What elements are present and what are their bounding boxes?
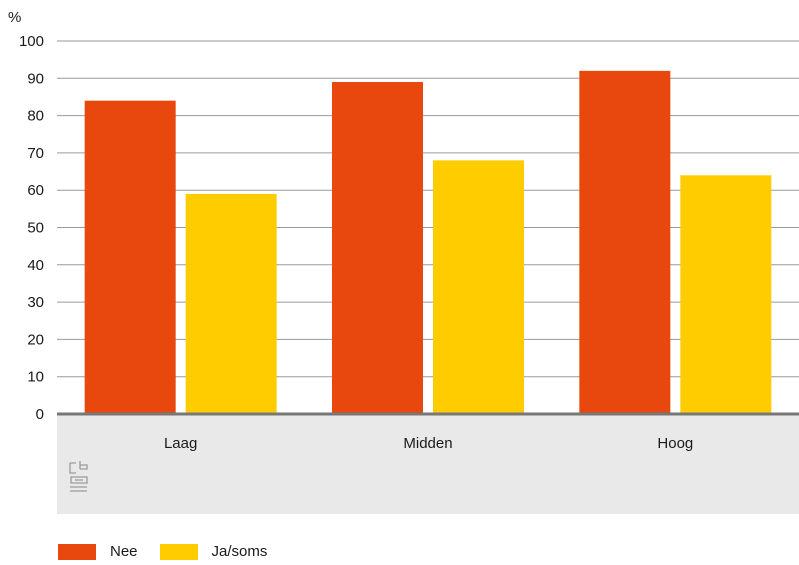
legend-item: Ja/soms: [159, 543, 268, 560]
bars: [84, 70, 772, 415]
legend-swatch: [58, 543, 96, 560]
cbs-logo-icon: [69, 461, 88, 492]
y-tick-label: 100: [19, 33, 44, 50]
y-unit-label: %: [8, 9, 21, 26]
y-tick-label: 50: [27, 220, 44, 237]
y-tick-label: 20: [27, 331, 44, 348]
y-tick-label: 60: [27, 182, 44, 199]
bar-ja-soms-midden: [433, 160, 524, 414]
y-tick-labels: 0 10 20 30 40 50 60 70 80 90 100: [19, 33, 44, 423]
x-axis-band: [57, 414, 799, 514]
legend-label: Ja/soms: [211, 543, 268, 560]
bar-nee-laag: [84, 100, 176, 415]
y-tick-label: 0: [36, 406, 44, 423]
y-tick-label: 70: [27, 145, 44, 162]
x-tick-labels: Laag Midden Hoog: [164, 435, 693, 452]
x-tick-label: Hoog: [657, 435, 693, 452]
y-tick-label: 10: [27, 369, 44, 386]
bar-nee-hoog: [579, 70, 671, 414]
x-tick-label: Laag: [164, 435, 197, 452]
legend-swatch: [159, 543, 198, 560]
bar-nee-midden: [332, 82, 423, 414]
bar-ja-soms-hoog: [680, 175, 772, 414]
y-tick-label: 80: [27, 108, 44, 125]
gridlines: [57, 40, 799, 378]
legend: Nee Ja/soms: [58, 543, 289, 560]
y-tick-label: 90: [27, 70, 44, 87]
bar-ja-soms-laag: [185, 193, 277, 414]
y-tick-label: 40: [27, 257, 44, 274]
legend-label: Nee: [110, 543, 138, 560]
legend-item: Nee: [58, 543, 138, 560]
y-tick-label: 30: [27, 294, 44, 311]
x-tick-label: Midden: [403, 435, 452, 452]
